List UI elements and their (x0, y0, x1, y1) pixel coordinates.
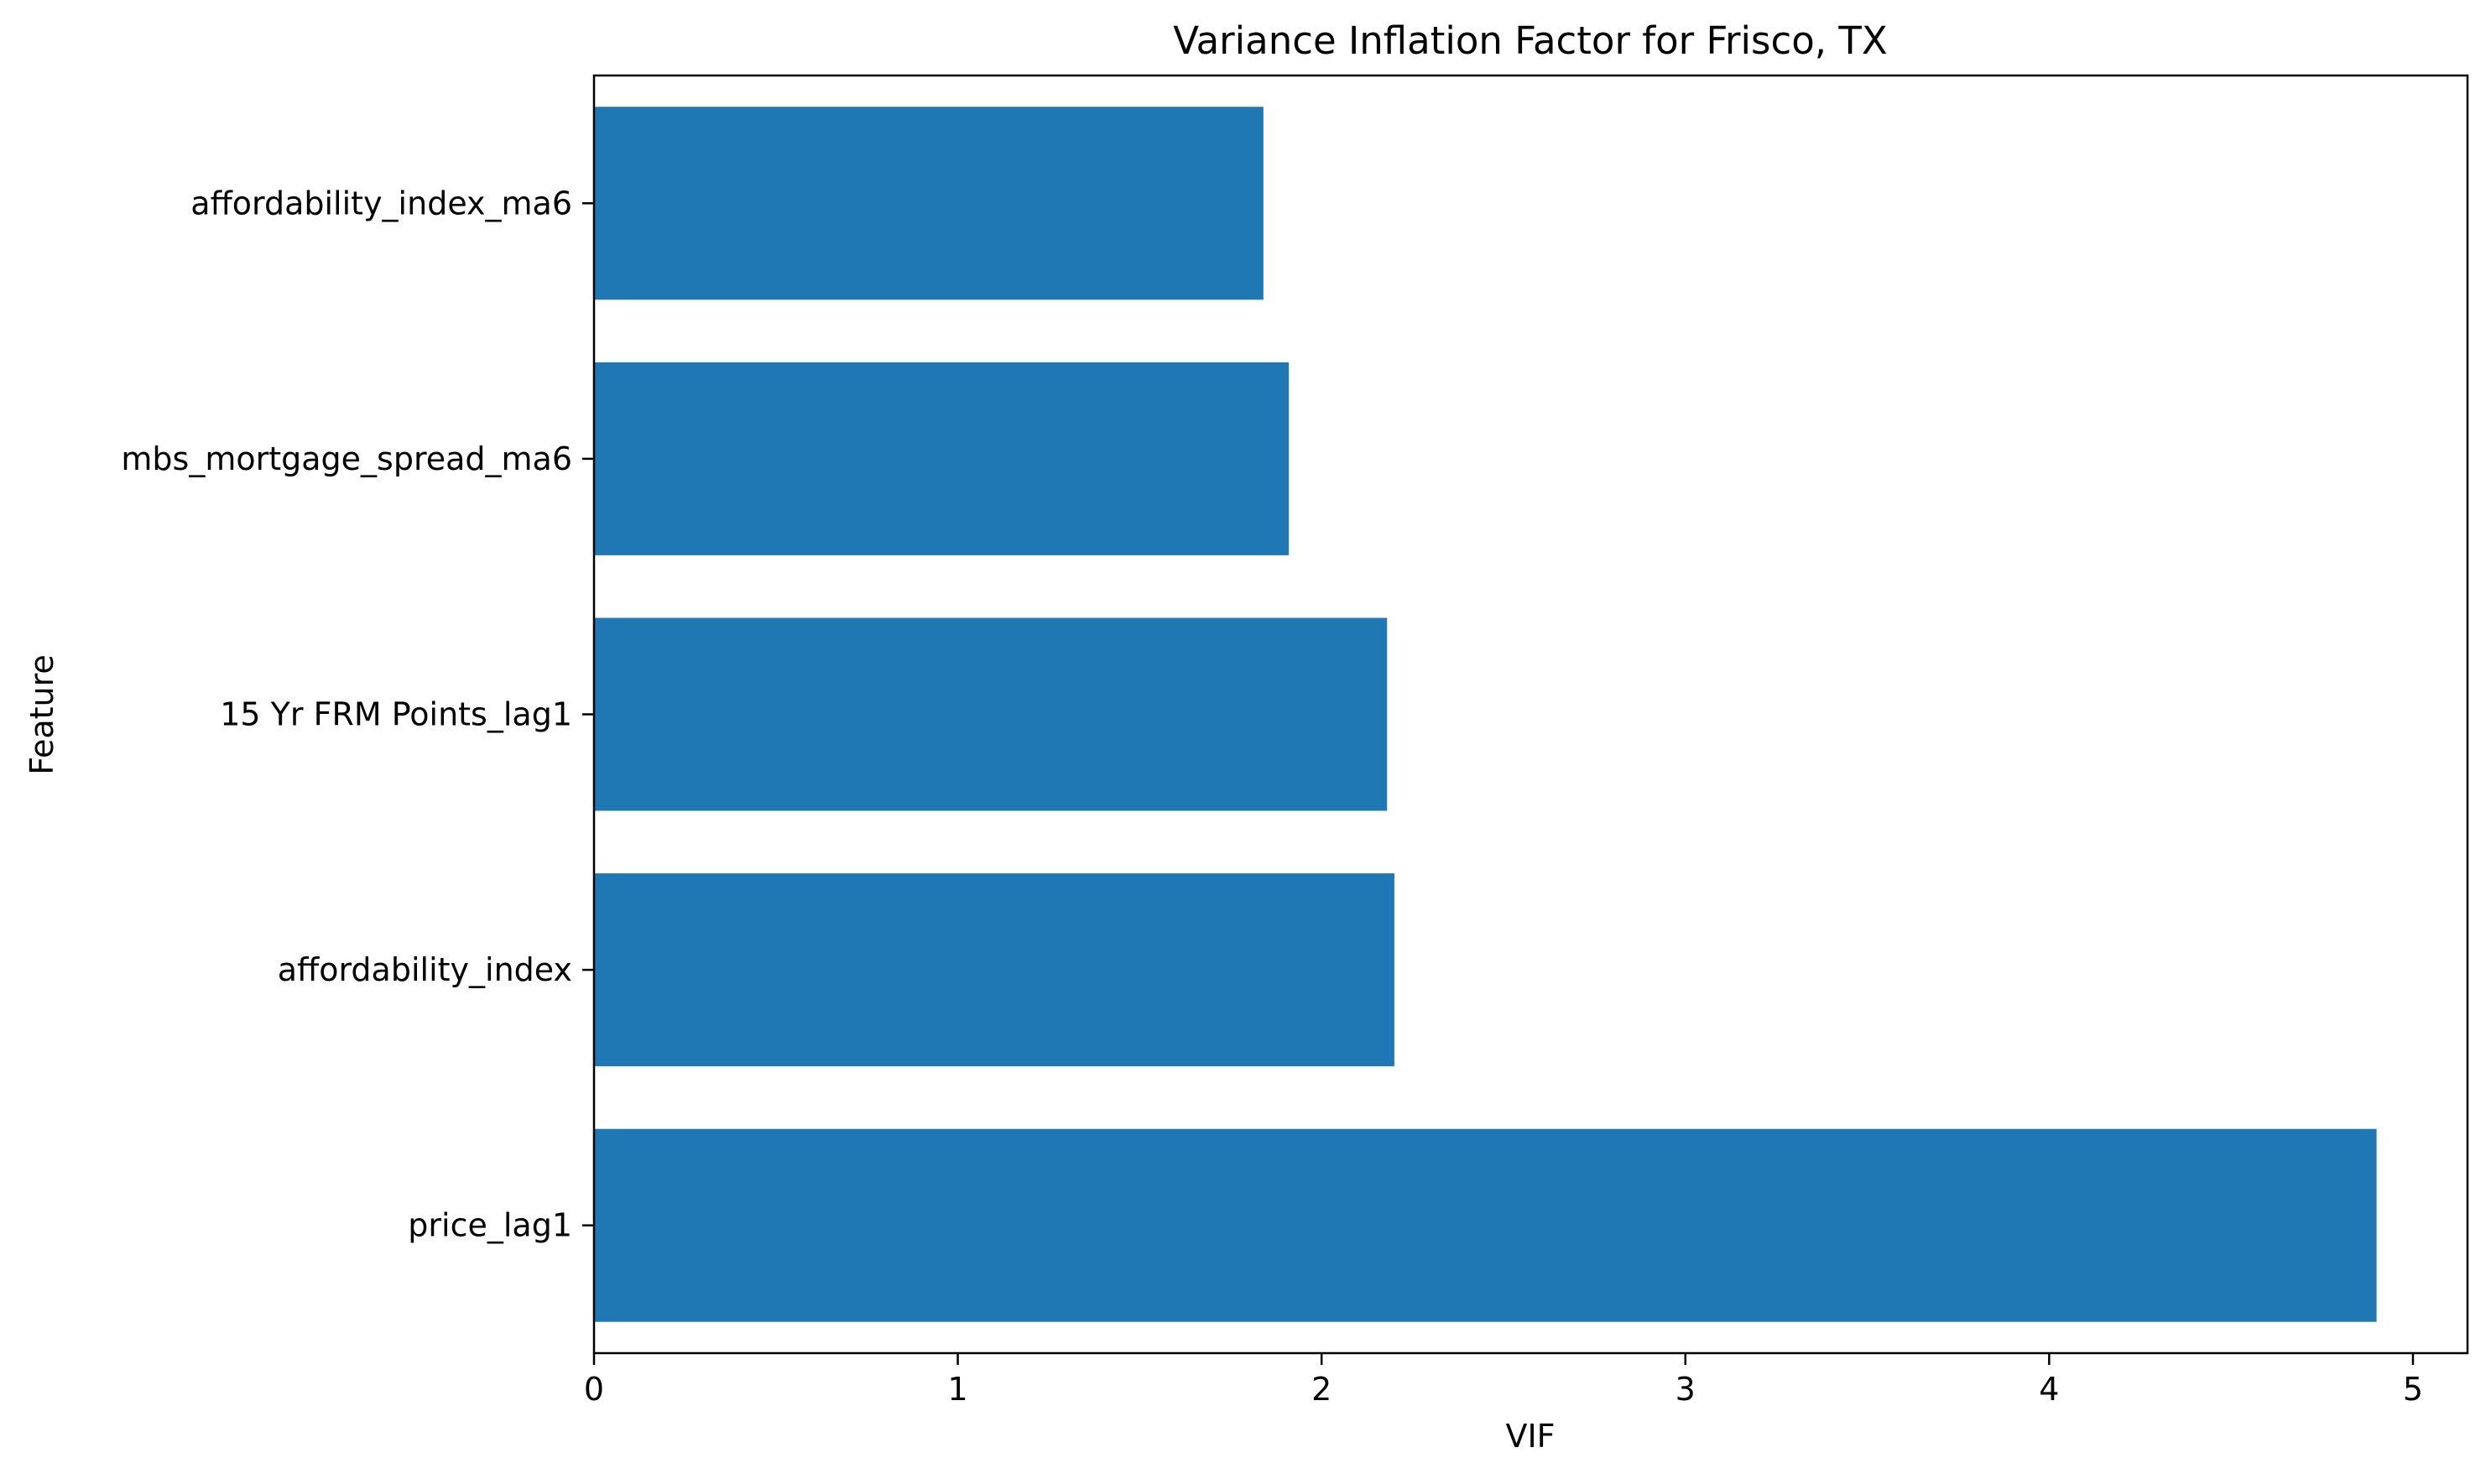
bar-mbs-mortgage-spread-ma6 (594, 362, 1290, 555)
chart-title: Variance Inflation Factor for Frisco, TX (1173, 18, 1887, 63)
y-axis-label: Feature (23, 654, 60, 775)
x-axis-label: VIF (1505, 1418, 1555, 1455)
bar-price-lag1 (594, 1128, 2377, 1322)
x-tick-label: 0 (584, 1371, 604, 1408)
bars-group (594, 107, 2377, 1322)
y-tick-label: affordability_index (278, 951, 572, 988)
x-tick-label: 4 (2039, 1371, 2059, 1408)
y-tick-label: affordability_index_ma6 (190, 185, 572, 221)
x-tick-label: 3 (1675, 1371, 1696, 1408)
y-axis-ticks: price_lag1 affordability_index 15 Yr FRM P… (121, 185, 594, 1244)
x-tick-label: 1 (947, 1371, 967, 1408)
plot-frame (592, 74, 2469, 1355)
x-axis-ticks: 0 1 2 3 4 5 (584, 1353, 2423, 1408)
y-tick-label: price_lag1 (408, 1207, 572, 1244)
bar-15-yr-frm-points-lag1 (594, 617, 1388, 811)
bar-affordability-index (594, 873, 1394, 1067)
x-tick-label: 2 (1311, 1371, 1331, 1408)
y-tick-label: mbs_mortgage_spread_ma6 (121, 440, 572, 477)
bar-affordability-index-ma6 (594, 107, 1264, 300)
y-tick-label: 15 Yr FRM Points_lag1 (220, 696, 572, 733)
x-tick-label: 5 (2403, 1371, 2423, 1408)
